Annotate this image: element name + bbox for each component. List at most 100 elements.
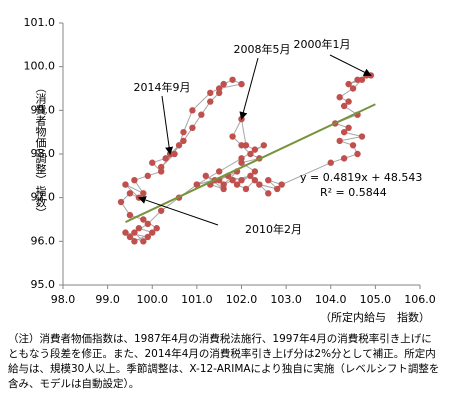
point bbox=[144, 172, 151, 180]
point bbox=[202, 172, 209, 180]
point bbox=[247, 150, 254, 158]
point bbox=[354, 150, 361, 158]
x-tick-label: 102.0 bbox=[226, 293, 258, 306]
point bbox=[238, 80, 245, 88]
point bbox=[140, 190, 147, 197]
point bbox=[251, 168, 259, 175]
point bbox=[349, 142, 357, 149]
annotation-arrow bbox=[329, 54, 372, 76]
point bbox=[207, 89, 214, 97]
y-tick-label: 96.0 bbox=[31, 234, 56, 247]
point bbox=[354, 76, 361, 83]
point bbox=[265, 190, 272, 197]
point bbox=[256, 181, 263, 188]
annotation-arrow bbox=[239, 57, 259, 121]
y-tick-label: 98.0 bbox=[31, 147, 56, 160]
point bbox=[215, 85, 223, 92]
point bbox=[180, 128, 187, 136]
point bbox=[157, 207, 165, 214]
point bbox=[153, 225, 160, 232]
point bbox=[140, 238, 147, 245]
y-tick-label: 97.0 bbox=[31, 191, 56, 204]
point bbox=[247, 172, 254, 180]
point bbox=[193, 181, 201, 188]
point bbox=[349, 85, 357, 92]
point bbox=[242, 185, 250, 193]
point bbox=[131, 238, 138, 245]
point bbox=[215, 168, 223, 175]
point bbox=[242, 142, 250, 149]
point bbox=[358, 133, 366, 140]
point bbox=[220, 80, 227, 88]
x-tick-label: 104.0 bbox=[315, 293, 347, 306]
point bbox=[340, 128, 348, 136]
point bbox=[345, 80, 352, 88]
point bbox=[336, 137, 343, 145]
note: （注）消費者物価指数は、1987年4月の消費税法施行、1997年4月の消費税率引… bbox=[8, 333, 440, 390]
point bbox=[260, 142, 268, 149]
x-tick-label: 98.0 bbox=[51, 293, 76, 306]
point bbox=[126, 211, 134, 219]
trendline bbox=[125, 103, 376, 224]
point bbox=[162, 155, 169, 162]
point bbox=[358, 76, 366, 83]
x-tick-label: 103.0 bbox=[270, 293, 302, 306]
point bbox=[229, 76, 236, 83]
point bbox=[327, 159, 334, 166]
x-tick-label: 100.0 bbox=[137, 293, 169, 306]
point bbox=[198, 111, 205, 118]
point bbox=[175, 142, 183, 149]
y-tick-label: 95.0 bbox=[31, 278, 56, 291]
annotation-label: 2014年9月 bbox=[134, 80, 191, 94]
point bbox=[189, 124, 196, 131]
trend-r2: R² = 0.5844 bbox=[320, 186, 387, 199]
point bbox=[126, 190, 134, 197]
point bbox=[229, 133, 236, 140]
point bbox=[340, 102, 348, 110]
x-tick-label: 99.0 bbox=[95, 293, 120, 306]
point bbox=[274, 185, 281, 193]
point bbox=[238, 142, 245, 149]
point bbox=[149, 229, 156, 236]
trend-equation: y = 0.4819x + 48.543 bbox=[300, 171, 422, 184]
x-tick-label: 105.0 bbox=[360, 293, 392, 306]
point bbox=[149, 159, 156, 166]
annotation-label: 2008年5月 bbox=[234, 42, 291, 56]
point bbox=[251, 177, 259, 184]
point bbox=[126, 233, 134, 241]
chart: （消費者物価(調整）指数） （所定内給与 指数） 95.0 96.0 97.0 98.… bbox=[24, 16, 436, 324]
point bbox=[336, 94, 343, 101]
y-axis-label: （消費者物価(調整）指数） bbox=[34, 82, 47, 218]
point bbox=[117, 198, 125, 206]
point bbox=[345, 98, 352, 105]
point bbox=[131, 177, 138, 184]
point bbox=[278, 181, 285, 188]
point bbox=[180, 137, 187, 145]
point bbox=[140, 216, 147, 223]
point bbox=[229, 177, 236, 184]
x-axis-label: （所定内給与 指数） bbox=[320, 310, 430, 324]
x-tick-label: 106.0 bbox=[404, 293, 436, 306]
point bbox=[122, 229, 129, 236]
point bbox=[345, 124, 352, 131]
point bbox=[122, 181, 129, 188]
point bbox=[135, 225, 143, 232]
point bbox=[233, 181, 241, 188]
x-tick-label: 101.0 bbox=[181, 293, 213, 306]
point bbox=[144, 233, 151, 241]
annotation-label: 2000年1月 bbox=[294, 37, 351, 51]
point bbox=[157, 163, 165, 171]
connecting-line bbox=[120, 74, 371, 242]
point bbox=[220, 185, 227, 193]
point bbox=[144, 220, 151, 228]
point bbox=[251, 146, 259, 153]
point bbox=[131, 229, 138, 236]
annotation-arrow bbox=[161, 95, 174, 155]
point bbox=[340, 155, 348, 162]
y-tick-label: 101.0 bbox=[24, 16, 56, 29]
y-tick-label: 100.0 bbox=[24, 60, 56, 73]
point bbox=[238, 177, 245, 184]
point bbox=[189, 107, 196, 114]
annotation-label: 2010年2月 bbox=[245, 222, 302, 236]
